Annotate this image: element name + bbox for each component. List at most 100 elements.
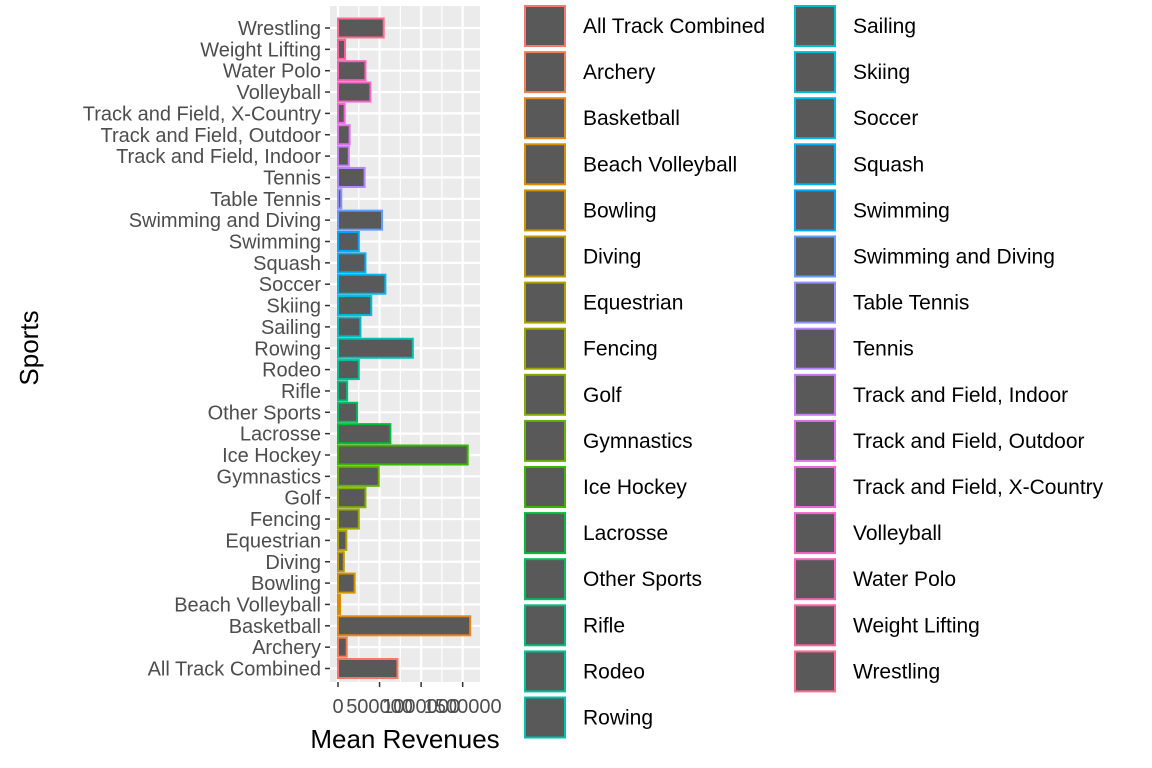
legend-item-soccer: Soccer xyxy=(794,97,918,140)
bar-beach-volleyball xyxy=(337,593,342,615)
bar-volleyball xyxy=(337,81,372,103)
legend-label: Rifle xyxy=(583,614,625,637)
legend-item-wrestling: Wrestling xyxy=(794,650,940,693)
x-tick-label: 1000000 xyxy=(382,696,460,718)
bar-archery xyxy=(337,636,348,658)
y-tick-label: Soccer xyxy=(259,274,322,296)
legend-key xyxy=(524,281,566,324)
legend-key xyxy=(794,373,836,416)
legend-label: Weight Lifting xyxy=(853,614,980,637)
legend-item-water-polo: Water Polo xyxy=(794,558,956,601)
legend-label: Volleyball xyxy=(853,522,942,545)
legend-item-squash: Squash xyxy=(794,143,924,186)
y-tick-label: Table Tennis xyxy=(210,189,321,211)
legend-label: Rowing xyxy=(583,707,653,730)
legend-key xyxy=(794,466,836,508)
legend-key xyxy=(524,143,566,186)
y-tick-label: Wrestling xyxy=(238,18,321,40)
legend-key xyxy=(524,327,566,370)
legend-item-equestrian: Equestrian xyxy=(524,281,683,324)
legend-key xyxy=(524,466,566,508)
legend-item-ice-hockey: Ice Hockey xyxy=(524,466,687,508)
y-tick-label: Swimming and Diving xyxy=(129,210,321,232)
legend-key xyxy=(524,235,566,278)
bar-sailing xyxy=(337,316,362,338)
legend-key xyxy=(794,235,836,278)
legend-item-lacrosse: Lacrosse xyxy=(524,512,668,555)
legend-key xyxy=(524,97,566,140)
legend-item-rifle: Rifle xyxy=(524,604,625,647)
legend-item-bowling: Bowling xyxy=(524,189,657,232)
legend-key xyxy=(794,419,836,462)
x-tick-label: 0 xyxy=(332,696,343,718)
legend-key xyxy=(524,558,566,601)
bar-table-tennis xyxy=(337,188,343,210)
legend-label: All Track Combined xyxy=(583,15,765,38)
x-tick-label: 1500000 xyxy=(424,696,502,718)
legend-item-other-sports: Other Sports xyxy=(524,558,702,601)
y-tick-label: Volleyball xyxy=(236,82,321,104)
y-tick-label: Tennis xyxy=(263,167,321,189)
bar-swimming-and-diving xyxy=(337,209,384,231)
legend-label: Beach Volleyball xyxy=(583,153,737,176)
legend-key xyxy=(794,558,836,601)
legend-label: Skiing xyxy=(853,61,910,84)
bar-fencing xyxy=(337,508,360,530)
legend: All Track Combined Archery Basketball Beach… xyxy=(524,5,1104,739)
legend-label: Golf xyxy=(583,384,622,407)
legend-label: Diving xyxy=(583,246,641,269)
legend-item-diving: Diving xyxy=(524,235,641,278)
legend-key xyxy=(794,189,836,232)
legend-key xyxy=(524,604,566,647)
legend-label: Tennis xyxy=(853,338,914,361)
bar-water-polo xyxy=(337,60,367,82)
bar-rifle xyxy=(337,380,349,402)
y-tick-label: Rodeo xyxy=(262,360,321,382)
y-tick-label: Gymnastics xyxy=(217,466,321,488)
bar-track-and-field-outdoor xyxy=(337,124,351,146)
legend-key xyxy=(524,650,566,693)
legend-item-rowing: Rowing xyxy=(524,696,653,739)
legend-label: Swimming and Diving xyxy=(853,246,1055,269)
legend-key xyxy=(794,650,836,693)
legend-item-table-tennis: Table Tennis xyxy=(794,281,969,324)
bar-gymnastics xyxy=(337,465,380,487)
x-axis-title: Mean Revenues xyxy=(310,724,499,754)
y-tick-label: Rowing xyxy=(254,338,321,360)
legend-label: Table Tennis xyxy=(853,292,969,315)
y-tick-label: Archery xyxy=(252,637,321,659)
y-tick-label: Water Polo xyxy=(223,61,321,83)
bar-ice-hockey xyxy=(337,444,469,466)
legend-label: Bowling xyxy=(583,199,657,222)
bar-bowling xyxy=(337,572,356,594)
legend-item-archery: Archery xyxy=(524,51,656,94)
legend-key xyxy=(794,5,836,47)
bar-basketball xyxy=(337,615,472,637)
legend-key xyxy=(794,327,836,370)
legend-item-beach-volleyball: Beach Volleyball xyxy=(524,143,737,186)
legend-key xyxy=(524,5,566,47)
legend-label: Ice Hockey xyxy=(583,476,687,499)
legend-item-track-and-field-outdoor: Track and Field, Outdoor xyxy=(794,419,1085,462)
bar-skiing xyxy=(337,295,373,317)
legend-item-swimming-and-diving: Swimming and Diving xyxy=(794,235,1055,278)
y-tick-label: Track and Field, Outdoor xyxy=(101,125,322,147)
legend-item-weight-lifting: Weight Lifting xyxy=(794,604,980,647)
bar-rowing xyxy=(337,337,414,359)
y-tick-label: Equestrian xyxy=(225,530,321,552)
legend-label: Swimming xyxy=(853,199,950,222)
legend-label: Wrestling xyxy=(853,660,940,683)
legend-item-track-and-field-x-country: Track and Field, X-Country xyxy=(794,466,1104,508)
legend-label: Lacrosse xyxy=(583,522,668,545)
legend-label: Equestrian xyxy=(583,292,683,315)
bar-track-and-field-x-country xyxy=(337,102,346,124)
y-axis-title: Sports xyxy=(14,310,44,385)
y-tick-label: Track and Field, X-Country xyxy=(83,103,321,125)
y-tick-label: Squash xyxy=(253,253,321,275)
legend-item-rodeo: Rodeo xyxy=(524,650,645,693)
legend-label: Rodeo xyxy=(583,660,645,683)
y-tick-label: Fencing xyxy=(250,509,321,531)
bar-swimming xyxy=(337,231,360,252)
legend-label: Other Sports xyxy=(583,568,702,591)
